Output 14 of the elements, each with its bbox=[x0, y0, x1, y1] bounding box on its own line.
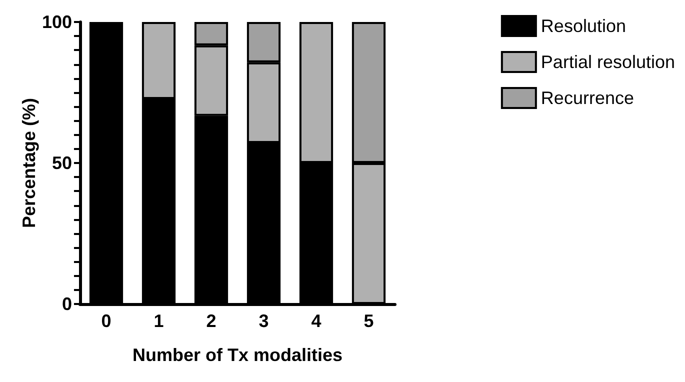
x-tick-label: 2 bbox=[206, 311, 216, 331]
legend-label: Partial resolution bbox=[540, 52, 676, 72]
x-tick-label: 5 bbox=[364, 311, 374, 331]
x-tick-label: 3 bbox=[258, 311, 269, 331]
y-tick-label: 0 bbox=[62, 294, 72, 314]
y-tick-label: 50 bbox=[52, 153, 72, 173]
x-axis-title: Number of Tx modalities bbox=[132, 345, 343, 365]
y-tick-label: 100 bbox=[42, 12, 72, 32]
x-tick-label: 0 bbox=[101, 311, 112, 331]
legend-label: Resolution bbox=[540, 16, 626, 36]
x-tick-label: 1 bbox=[154, 311, 164, 331]
x-tick-label: 4 bbox=[311, 311, 322, 331]
legend-label: Recurrence bbox=[540, 88, 634, 108]
y-axis-title: Percentage (%) bbox=[19, 98, 40, 228]
